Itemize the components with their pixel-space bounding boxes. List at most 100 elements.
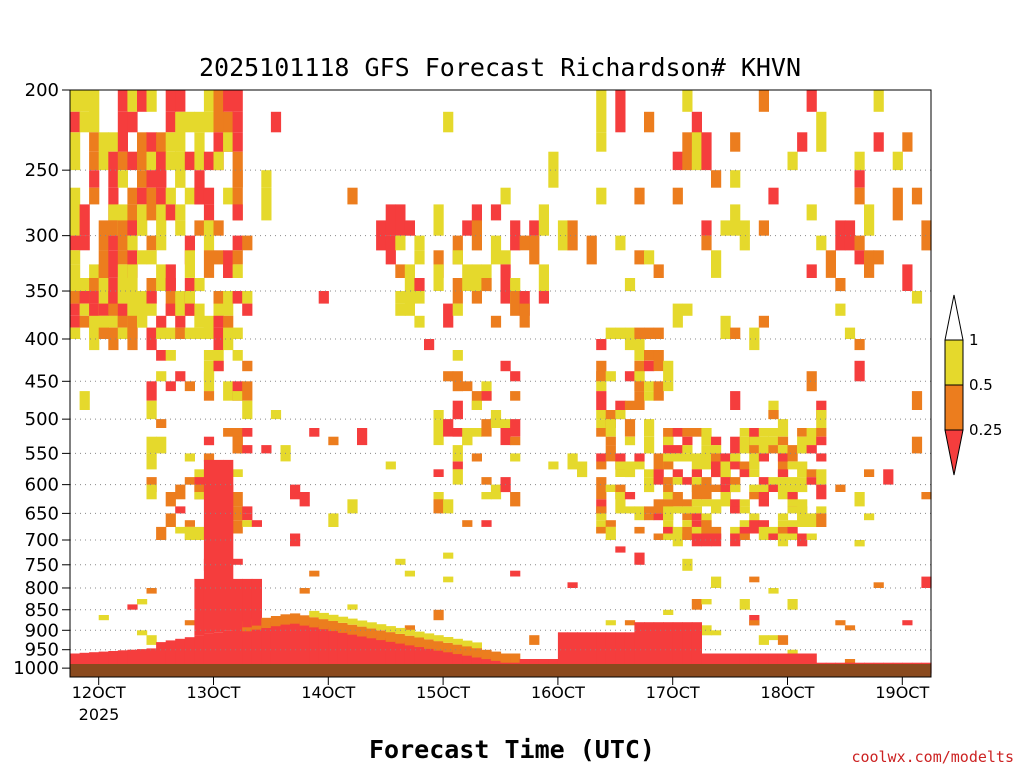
heatmap-cell [672, 151, 683, 171]
heatmap-cell [596, 632, 607, 674]
heatmap-cell [701, 461, 712, 470]
heatmap-cell [223, 578, 234, 631]
heatmap-cell [768, 588, 779, 594]
heatmap-cell [404, 635, 415, 646]
heatmap-cell [232, 204, 243, 221]
heatmap-cell [538, 291, 549, 304]
heatmap-cell [739, 436, 750, 454]
heatmap-cell [615, 461, 626, 470]
heatmap-cell [653, 327, 664, 339]
heatmap-cell [452, 638, 463, 645]
heatmap-cell [749, 428, 760, 446]
heatmap-cell [864, 204, 875, 236]
heatmap-cell [452, 410, 463, 420]
heatmap-cell [462, 652, 473, 674]
heatmap-cell [347, 604, 358, 610]
heatmap-cell [175, 638, 186, 674]
heatmap-cell [70, 204, 81, 236]
heatmap-cell [730, 204, 741, 236]
heatmap-cell [749, 436, 760, 446]
heatmap-cell [452, 428, 463, 437]
heatmap-cell [232, 327, 243, 339]
heatmap-cell [443, 637, 454, 643]
heatmap-cell [806, 469, 817, 477]
heatmap-cell [280, 620, 291, 674]
heatmap-cell [758, 520, 769, 534]
heatmap-cell [615, 453, 626, 470]
heatmap-cell [156, 350, 167, 361]
heatmap-cell [758, 428, 769, 437]
heatmap-cell [720, 653, 731, 674]
heatmap-cell [194, 278, 205, 292]
heatmap-cell [299, 588, 310, 594]
heatmap-cell [711, 453, 722, 470]
heatmap-cell [682, 499, 693, 507]
y-axis: 200 250 300 350 400 450 500 550 600 650 700 7508008… [13, 80, 70, 679]
heatmap-cell [184, 520, 195, 527]
heatmap-cell [165, 264, 176, 291]
heatmap-cell [108, 204, 119, 221]
heatmap-cell [510, 453, 521, 462]
heatmap-cell [653, 622, 664, 674]
heatmap-cell [108, 278, 119, 304]
heatmap-cell [481, 649, 492, 660]
heatmap-cell [357, 632, 368, 674]
heatmap-cell [787, 484, 798, 500]
heatmap-cell [806, 436, 817, 446]
heatmap-cell [739, 220, 750, 251]
heatmap-cell [146, 235, 157, 251]
heatmap-cell [127, 264, 138, 278]
heatmap-cell [634, 552, 645, 565]
heatmap-cell [443, 111, 454, 133]
heatmap-cell [644, 391, 655, 401]
heatmap-cell [701, 453, 712, 462]
heatmap-cell [462, 381, 473, 392]
heatmap-cell [730, 327, 741, 339]
heatmap-cell [605, 436, 616, 446]
heatmap-cell [108, 235, 119, 251]
heatmap-cell [108, 187, 119, 221]
heatmap-cell [414, 315, 425, 328]
heatmap-cell [203, 360, 215, 382]
heatmap-cell [146, 400, 157, 420]
heatmap-cell [816, 111, 827, 152]
heatmap-cell [146, 291, 157, 304]
heatmap-cell [596, 187, 607, 205]
heatmap-cell [538, 204, 549, 236]
heatmap-cell [739, 428, 750, 437]
heatmap-cell [500, 360, 511, 372]
heatmap-cell [223, 132, 234, 152]
heatmap-cell [385, 461, 396, 470]
heatmap-cell [79, 111, 90, 133]
heatmap-cell [481, 419, 492, 437]
heatmap-cell [768, 653, 779, 674]
heatmap-cell [443, 371, 454, 382]
heatmap-cell [615, 235, 626, 251]
heatmap-cell [644, 622, 655, 674]
heatmap-cell [921, 492, 932, 500]
heatmap-cell [98, 250, 109, 278]
heatmap-cell [280, 614, 291, 625]
heatmap-cell [404, 264, 415, 291]
heatmap-cell [452, 469, 463, 485]
heatmap-cell [730, 484, 741, 492]
heatmap-cell [108, 220, 119, 236]
heatmap-cell [921, 576, 932, 588]
heatmap-cell [624, 419, 636, 437]
heatmap-cell [873, 582, 884, 588]
heatmap-cell [223, 428, 234, 437]
heatmap-cell [175, 371, 186, 382]
heatmap-cell [596, 428, 607, 437]
heatmap-cell [672, 622, 683, 674]
heatmap-cell [452, 278, 463, 304]
heatmap-cell [194, 315, 205, 328]
y-tick-label: 1000 [13, 658, 59, 679]
heatmap-cell [816, 400, 827, 420]
heatmap-cell [758, 499, 769, 507]
heatmap-cell [672, 492, 683, 507]
heatmap-cell [165, 327, 176, 339]
heatmap-cell [232, 629, 243, 674]
heatmap-cell [89, 187, 100, 205]
x-tick-label: 13OCT [187, 683, 241, 702]
